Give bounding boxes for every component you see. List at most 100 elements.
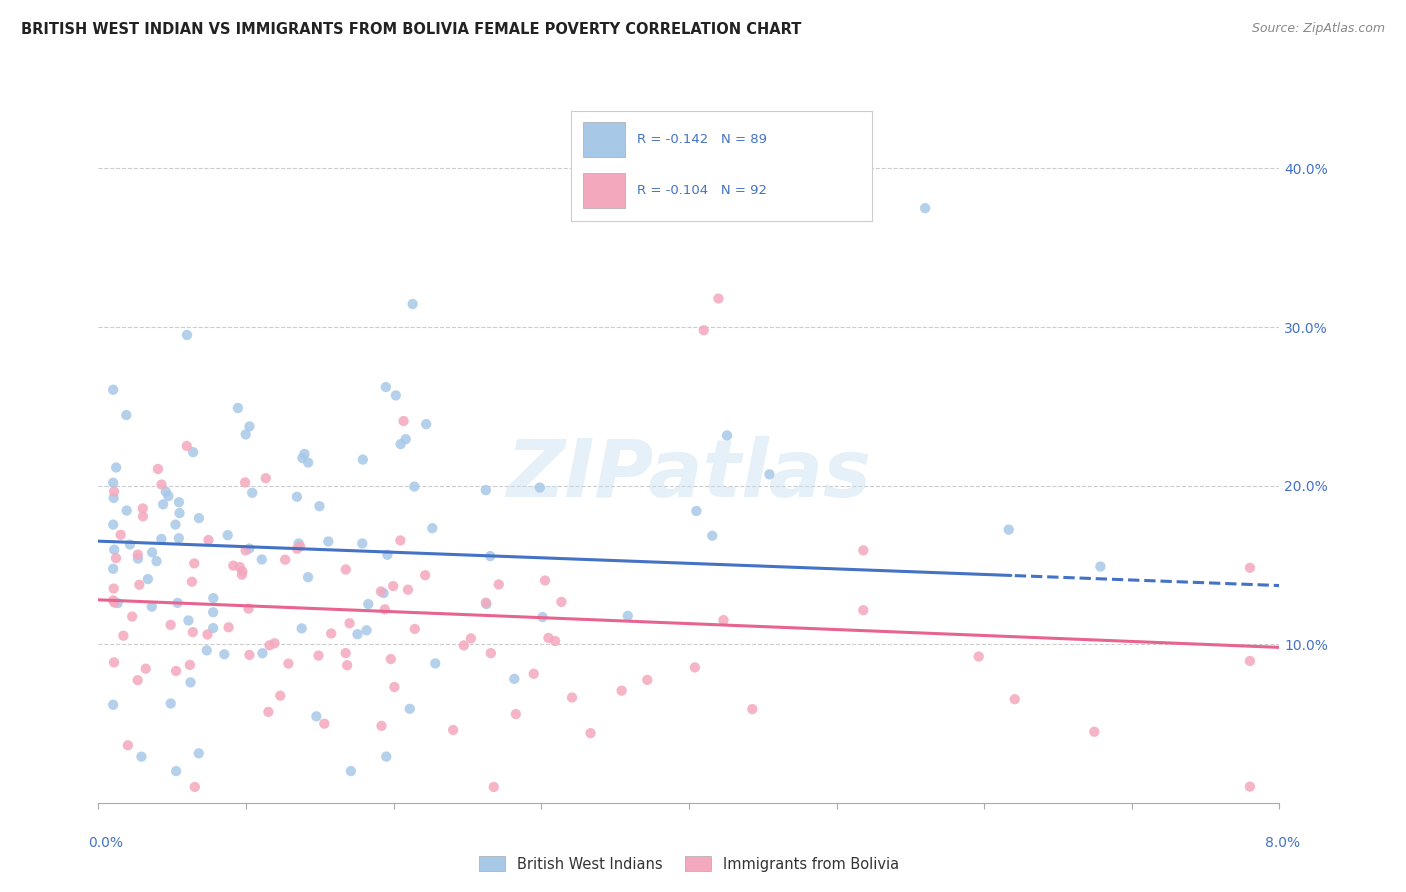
Text: ZIPatlas: ZIPatlas — [506, 435, 872, 514]
Point — [152, 497, 174, 511]
Point — [385, 388, 408, 402]
Point — [396, 582, 419, 597]
Point — [187, 511, 209, 525]
Point — [103, 698, 125, 712]
Point — [181, 625, 204, 640]
Point — [420, 521, 443, 535]
Point — [179, 657, 201, 672]
Point — [263, 636, 285, 650]
Point — [176, 439, 198, 453]
Point — [479, 646, 502, 660]
Point — [453, 639, 475, 653]
Point — [150, 477, 173, 491]
Point — [291, 621, 314, 635]
Point — [165, 764, 187, 778]
Point — [121, 609, 143, 624]
Point — [529, 481, 551, 495]
Point — [229, 560, 252, 574]
Point — [103, 562, 125, 576]
Point — [340, 764, 363, 778]
Point — [167, 531, 190, 545]
Point — [288, 540, 311, 554]
Point — [165, 517, 187, 532]
Point — [475, 483, 498, 497]
Point — [370, 719, 392, 733]
Point — [741, 702, 763, 716]
Point — [314, 716, 336, 731]
Point — [441, 723, 464, 737]
Point — [852, 543, 875, 558]
Point — [534, 574, 557, 588]
Point — [415, 417, 437, 431]
Point — [238, 541, 260, 556]
Point — [287, 536, 309, 550]
Point — [374, 380, 396, 394]
Point — [291, 450, 314, 465]
Point — [257, 705, 280, 719]
Point — [217, 528, 239, 542]
Point — [335, 646, 357, 660]
Point — [110, 528, 132, 542]
Point — [235, 543, 257, 558]
Point — [579, 726, 602, 740]
Point — [321, 626, 343, 640]
Point — [103, 593, 125, 607]
Point — [195, 643, 218, 657]
Point — [305, 709, 328, 723]
Point — [389, 437, 412, 451]
Point — [318, 534, 340, 549]
Point — [336, 658, 359, 673]
Point — [104, 551, 127, 566]
Point — [352, 452, 374, 467]
Point — [103, 383, 125, 397]
Point — [404, 479, 426, 493]
Point — [914, 201, 936, 215]
Point — [202, 591, 225, 606]
Point — [181, 445, 204, 459]
Point — [103, 491, 125, 505]
Point — [167, 495, 190, 509]
Legend: British West Indians, Immigrants from Bolivia: British West Indians, Immigrants from Bo… — [474, 850, 904, 878]
Point — [610, 683, 633, 698]
Point — [395, 432, 418, 446]
Point — [233, 475, 256, 490]
Point — [117, 739, 139, 753]
Point — [357, 597, 380, 611]
Point — [254, 471, 277, 485]
Point — [132, 501, 155, 516]
Point — [197, 627, 219, 641]
Point — [177, 614, 200, 628]
Point — [165, 664, 187, 678]
Point — [1239, 780, 1261, 794]
Point — [176, 328, 198, 343]
Point — [180, 574, 202, 589]
Point — [118, 537, 141, 551]
Point — [115, 503, 138, 517]
Point — [297, 456, 319, 470]
Point — [531, 610, 554, 624]
Point — [103, 517, 125, 532]
Point — [488, 577, 510, 591]
Point — [374, 602, 396, 616]
Point — [197, 533, 219, 547]
Point — [214, 648, 236, 662]
Point — [131, 749, 153, 764]
Point — [758, 467, 780, 482]
Point — [159, 697, 181, 711]
Point — [285, 490, 308, 504]
Point — [1004, 692, 1026, 706]
Point — [1239, 654, 1261, 668]
Point — [226, 401, 249, 415]
Point — [377, 548, 399, 562]
Point — [155, 484, 177, 499]
Point — [339, 616, 361, 631]
Point — [169, 506, 191, 520]
Point — [231, 567, 253, 582]
Text: 0.0%: 0.0% — [89, 836, 122, 850]
Point — [238, 601, 260, 615]
Point — [852, 603, 875, 617]
Point — [702, 529, 724, 543]
Point — [352, 536, 374, 550]
Point — [141, 599, 163, 614]
Point — [103, 582, 125, 596]
